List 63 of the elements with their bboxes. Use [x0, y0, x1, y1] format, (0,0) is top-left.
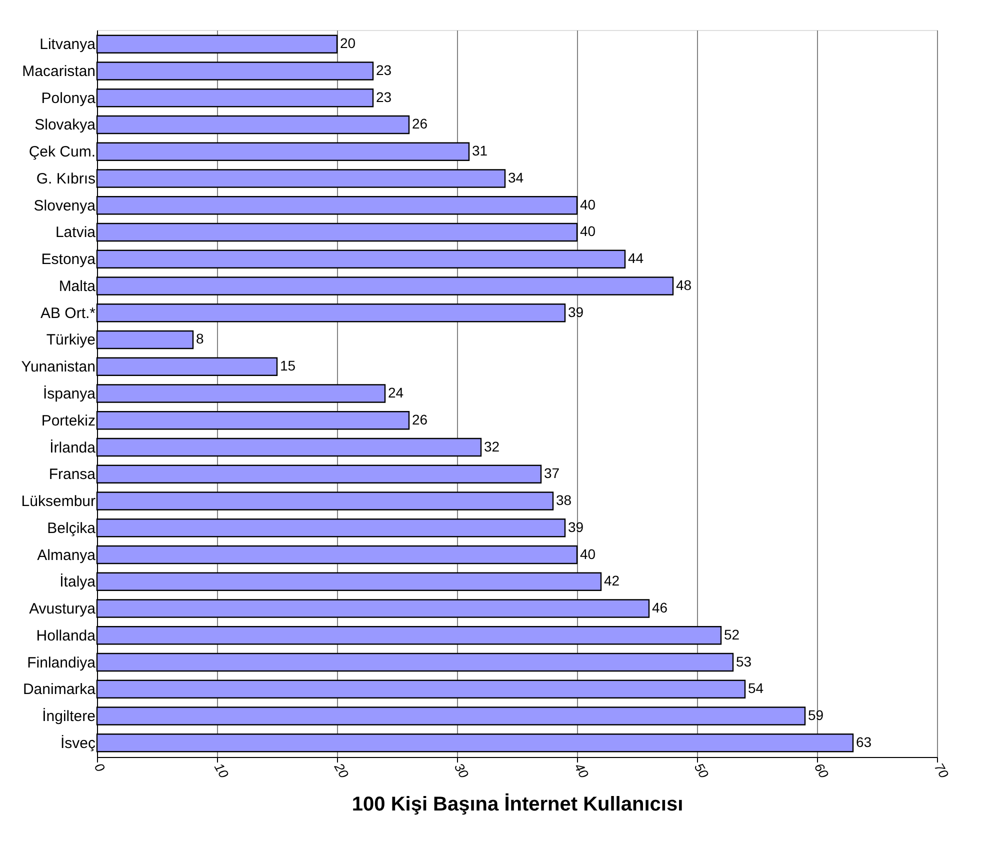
data-label: 26: [412, 411, 428, 428]
x-tick-label: 30: [451, 760, 472, 782]
data-label: 54: [748, 680, 764, 696]
y-tick-label: Türkiye: [46, 332, 96, 349]
data-label: 39: [568, 518, 584, 535]
data-label: 40: [580, 546, 596, 562]
data-label: 26: [412, 116, 428, 132]
data-label: 40: [580, 196, 596, 212]
y-tick-label: Finlandiya: [27, 654, 96, 672]
x-tick-label: 50: [691, 760, 712, 782]
y-tick-label: Litvanya: [40, 36, 96, 54]
data-label: 37: [544, 465, 560, 482]
y-tick-label: Slovenya: [34, 197, 96, 214]
y-tick-label: Estonya: [41, 251, 96, 268]
y-tick-label: İrlanda: [50, 438, 96, 456]
y-tick-label: Polonya: [41, 90, 96, 107]
y-tick-label: İsveç: [60, 734, 96, 752]
data-label: 46: [652, 600, 668, 616]
y-tick-label: İngiltere: [42, 707, 96, 726]
y-tick-label: Belçika: [47, 520, 96, 537]
y-tick-label: Slovakya: [34, 116, 96, 134]
y-tick-label: Portekiz: [41, 412, 96, 430]
x-tick-label: 70: [931, 760, 952, 782]
data-label: 42: [604, 572, 620, 589]
y-tick-label: Danimarka: [22, 681, 96, 698]
data-label: 38: [556, 492, 572, 508]
data-label: 52: [724, 626, 740, 642]
data-label: 8: [196, 330, 204, 347]
data-label: 32: [484, 438, 500, 454]
x-axis-title: 100 Kişi Başına İnternet Kullanıcısı: [352, 792, 684, 816]
data-label: 34: [508, 169, 524, 186]
y-tick-label: Latvia: [55, 224, 96, 242]
data-label: 24: [388, 384, 404, 400]
y-tick-label: Malta: [58, 278, 96, 295]
data-label: 59: [808, 707, 824, 724]
data-label: 53: [736, 653, 752, 670]
y-tick-label: İtalya: [60, 572, 96, 591]
x-tick-label: 60: [811, 760, 832, 782]
y-tick-label: Avusturya: [29, 600, 96, 618]
data-label: 23: [376, 88, 392, 105]
data-label: 31: [472, 142, 488, 159]
data-label: 23: [376, 62, 392, 78]
data-label: 39: [568, 304, 584, 320]
y-tick-label: İspanya: [42, 384, 96, 402]
data-label: 40: [580, 223, 596, 240]
y-tick-label: Çek Cum.: [28, 144, 96, 161]
data-label: 48: [676, 276, 692, 293]
data-label: 44: [628, 250, 644, 266]
data-label: 15: [280, 358, 296, 374]
y-tick-label: Lüksembur: [21, 493, 96, 510]
y-tick-label: G. Kıbrıs: [36, 170, 96, 188]
x-tick-label: 20: [330, 760, 352, 782]
x-tick-label: 40: [571, 760, 592, 782]
x-tick-label: 10: [211, 760, 232, 782]
x-tick-label: 0: [91, 760, 108, 775]
data-label: 63: [856, 734, 872, 750]
data-label: 20: [340, 35, 356, 52]
y-tick-label: AB Ort.*: [40, 304, 96, 322]
y-tick-label: Yunanistan: [21, 358, 96, 376]
y-tick-label: Macaristan: [22, 62, 96, 80]
y-tick-label: Hollanda: [36, 627, 96, 644]
y-tick-label: Almanya: [37, 546, 96, 564]
y-tick-label: Fransa: [48, 466, 96, 484]
